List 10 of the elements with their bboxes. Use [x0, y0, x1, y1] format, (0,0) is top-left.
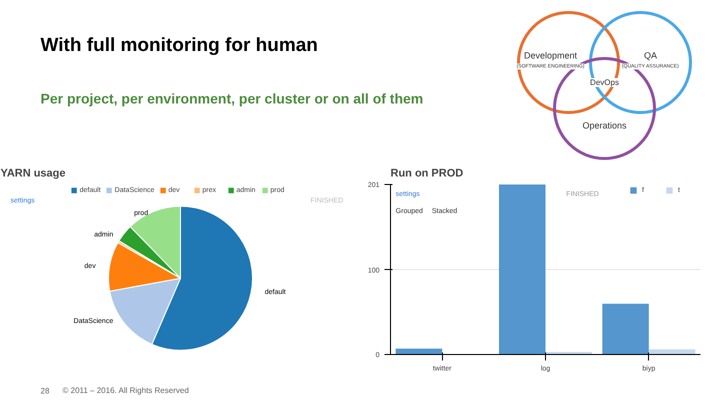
text: © 2011 – 2016. All Rights Reserved — [62, 386, 189, 395]
chart-title: YARN usage — [0, 168, 66, 180]
text: Per project, per environment, per cluster or on all of them — [40, 90, 424, 106]
text: Operations — [582, 120, 628, 130]
text: 28 — [40, 386, 50, 396]
chart-title: Run on PROD — [390, 168, 464, 180]
text: With full monitoring for human — [40, 35, 318, 56]
text: QA — [644, 50, 658, 60]
text: Development — [524, 50, 578, 60]
text: DevOps — [590, 78, 619, 87]
